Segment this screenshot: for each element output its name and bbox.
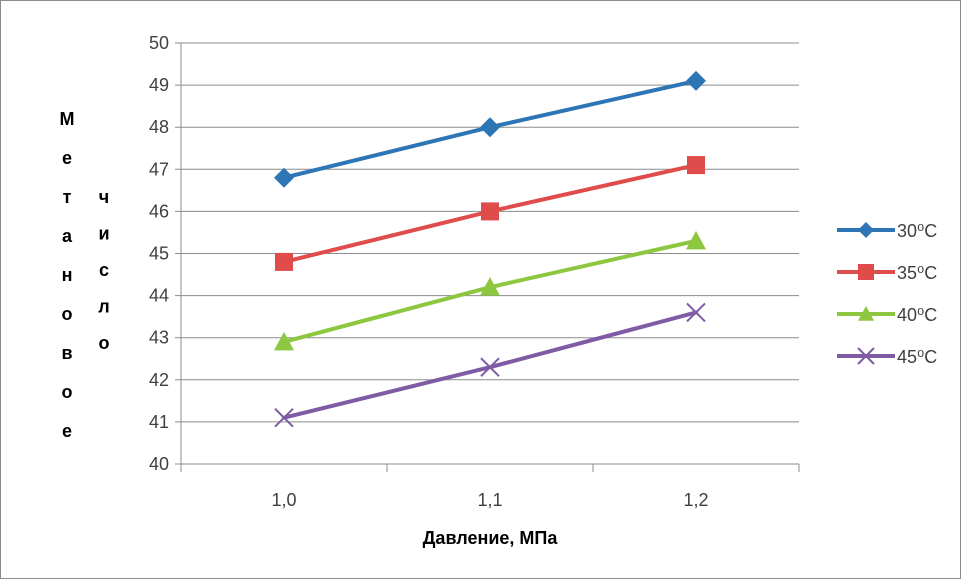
data-point-diamond	[858, 222, 874, 238]
y-tick-label: 46	[149, 201, 169, 221]
series-lines	[274, 70, 706, 428]
y-tick-label: 48	[149, 117, 169, 137]
y-tick-labels: 40 41 42 43 44 45 46 47 48 49 50	[149, 33, 169, 474]
data-point-diamond	[274, 167, 294, 188]
legend-item: 30⁰С	[837, 221, 937, 241]
legend-item: 40⁰С	[837, 305, 937, 325]
series-line	[282, 310, 698, 420]
data-point-x-stroke	[857, 347, 875, 365]
x-tick-labels: 1,0 1,1 1,2	[271, 490, 708, 510]
data-point-x	[686, 302, 706, 323]
y-axis-title-letter: ч	[99, 187, 109, 207]
x-tick-label: 1,0	[271, 490, 296, 510]
data-point-x-stroke	[686, 302, 706, 323]
y-axis-title-letter: а	[62, 226, 73, 246]
y-axis-title-letter: е	[62, 421, 72, 441]
y-tick-label: 45	[149, 244, 169, 264]
legend-label: 35⁰С	[897, 263, 937, 283]
y-tick-label: 47	[149, 159, 169, 179]
data-point-square	[481, 202, 499, 221]
data-point-x-stroke	[274, 407, 294, 428]
y-axis-title-letter: о	[62, 382, 73, 402]
x-axis-title: Давление, МПа	[423, 528, 559, 548]
axes	[180, 43, 800, 472]
data-point-square	[858, 264, 874, 280]
y-axis-title-letter: и	[98, 224, 109, 244]
data-point-diamond	[480, 117, 500, 138]
data-point-diamond	[686, 70, 706, 91]
y-axis-title-letter: о	[62, 304, 73, 324]
data-point-x	[480, 357, 500, 377]
y-tick-label: 49	[149, 75, 169, 95]
series	[274, 70, 706, 188]
legend-label: 30⁰С	[897, 221, 937, 241]
series	[274, 230, 706, 351]
data-point-triangle	[480, 277, 500, 296]
series	[275, 156, 705, 271]
y-axis-title-letter: л	[98, 297, 109, 317]
data-point-square	[275, 252, 293, 271]
y-tick-label: 41	[149, 412, 169, 432]
y-axis-title-letter: с	[99, 260, 109, 280]
y-axis-title-letter: о	[99, 333, 110, 353]
y-axis-title-letter: в	[61, 343, 72, 363]
legend-label: 40⁰С	[897, 305, 937, 325]
series	[274, 302, 706, 428]
data-point-x-stroke	[480, 357, 500, 377]
x-tick-label: 1,1	[477, 490, 502, 510]
y-axis-title-letter: т	[63, 187, 72, 207]
y-tick-label: 42	[149, 370, 169, 390]
y-tick-label: 44	[149, 286, 169, 306]
gridlines	[175, 42, 799, 465]
x-tick-label: 1,2	[683, 490, 708, 510]
y-axis-title-letter: н	[62, 265, 73, 285]
y-tick-label: 43	[149, 328, 169, 348]
data-point-triangle	[686, 230, 706, 250]
y-tick-label: 40	[149, 454, 169, 474]
data-point-triangle	[858, 306, 874, 321]
y-tick-label: 50	[149, 33, 169, 53]
y-axis-title-letter: е	[62, 148, 72, 168]
legend-item: 35⁰С	[837, 263, 937, 283]
legend-label: 45⁰С	[897, 347, 937, 367]
data-point-x	[274, 407, 294, 428]
data-point-square	[687, 156, 705, 175]
data-point-x	[857, 347, 875, 365]
y-axis-title-letter: М	[60, 109, 75, 129]
legend: 30⁰С 35⁰С 40⁰С 45⁰С	[837, 221, 937, 367]
legend-item: 45⁰С	[837, 347, 937, 367]
data-point-triangle	[274, 331, 294, 351]
